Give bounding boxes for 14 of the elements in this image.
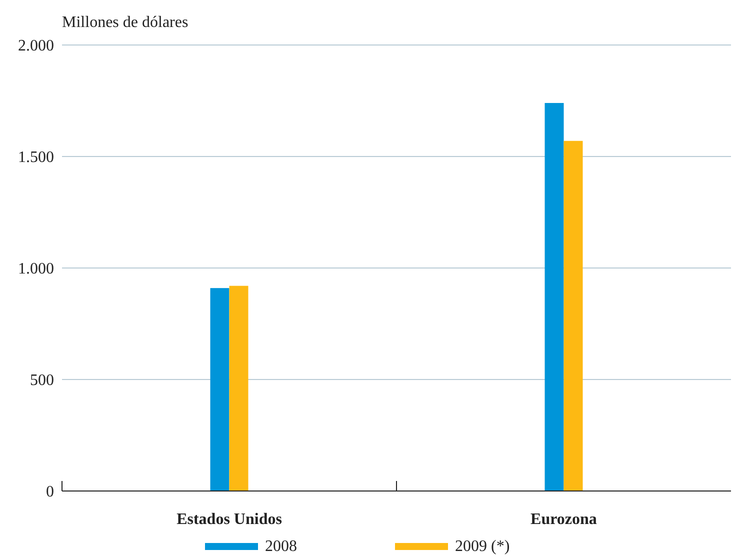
bar: [544, 102, 564, 491]
x-tick-label: Estados Unidos: [176, 511, 282, 528]
bar: [229, 286, 248, 491]
bar: [564, 140, 583, 491]
y-tick-label: 0: [46, 484, 54, 501]
y-tick-label: 1.000: [18, 260, 54, 278]
y-tick-label: 1.500: [18, 149, 54, 166]
bar: [210, 288, 230, 491]
legend-label: 2009 (*): [455, 538, 510, 555]
legend-label: 2008: [265, 538, 297, 555]
x-tick-label: Eurozona: [530, 511, 597, 528]
y-tick-label: 500: [30, 372, 54, 390]
y-axis-title: Millones de dólares: [62, 14, 188, 31]
y-tick-label: 2.000: [18, 38, 54, 55]
